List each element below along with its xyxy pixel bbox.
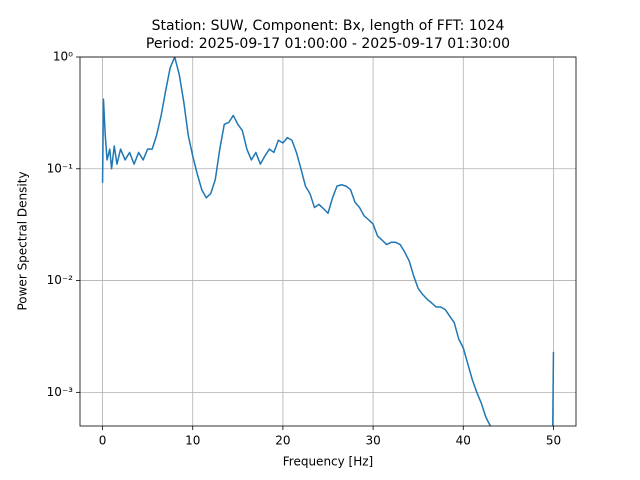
y-tick-label: 10⁻³ xyxy=(47,385,74,399)
plot-area xyxy=(101,57,555,426)
x-tick-label: 50 xyxy=(546,434,561,448)
data-line xyxy=(101,57,555,426)
y-tick-label: 10⁻¹ xyxy=(47,161,74,175)
x-tick-label: 20 xyxy=(275,434,290,448)
x-tick-label: 40 xyxy=(456,434,471,448)
x-axis-label: Frequency [Hz] xyxy=(283,455,374,469)
axes-frame xyxy=(79,56,577,427)
grid xyxy=(80,56,576,426)
x-tick-label: 30 xyxy=(365,434,380,448)
chart-title: Station: SUW, Component: Bx, length of F… xyxy=(152,18,505,34)
x-tick-label: 0 xyxy=(99,434,107,448)
y-axis-label: Power Spectral Density xyxy=(16,171,30,310)
y-tick-label: 10⁻² xyxy=(47,273,74,287)
chart-subtitle: Period: 2025-09-17 01:00:00 - 2025-09-17… xyxy=(146,36,510,52)
x-tick-label: 10 xyxy=(185,434,200,448)
y-tick-label: 10⁰ xyxy=(53,50,73,64)
